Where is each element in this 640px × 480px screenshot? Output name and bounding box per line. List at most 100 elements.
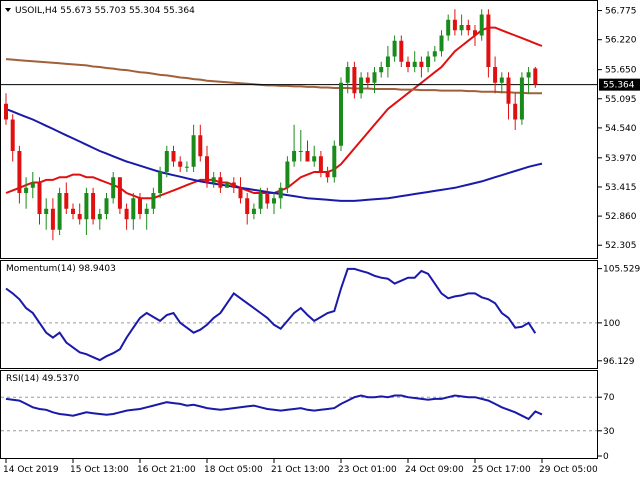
candle-body bbox=[245, 198, 250, 214]
price-tag-label: 55.364 bbox=[603, 81, 635, 91]
candle-body bbox=[493, 67, 498, 83]
candle-body bbox=[372, 72, 377, 83]
candle-body bbox=[205, 156, 209, 183]
candle-body bbox=[406, 61, 410, 67]
candle-body bbox=[198, 135, 203, 157]
candle-body bbox=[211, 177, 216, 183]
candle-body bbox=[325, 172, 330, 178]
rsi-panel-frame bbox=[0, 370, 598, 459]
candle-body bbox=[191, 135, 196, 167]
ma-line-medium-ma bbox=[5, 58, 542, 95]
candle-body bbox=[4, 103, 8, 120]
time-tick-label: 25 Oct 17:00 bbox=[472, 465, 531, 475]
price-axis: 56.775 56.220 55.650 55.095 54.540 53.970 53.4… bbox=[598, 7, 637, 251]
candle-body bbox=[446, 19, 451, 36]
candle-body bbox=[225, 182, 230, 188]
time-tick-label: 24 Oct 09:00 bbox=[405, 465, 464, 475]
rsi-tick-label: 0 bbox=[603, 452, 609, 462]
ma-line-fast-ma bbox=[5, 26, 543, 200]
rsi-tick-label: 30 bbox=[603, 427, 615, 437]
candle-body bbox=[57, 193, 62, 230]
price-tick-label: 52.860 bbox=[605, 212, 637, 222]
candle-body bbox=[265, 193, 270, 204]
candle-body bbox=[339, 82, 343, 146]
price-tick-label: 56.775 bbox=[605, 7, 637, 17]
rsi-tick-label: 70 bbox=[603, 393, 615, 403]
candle-body bbox=[298, 151, 303, 152]
momentum-tick-label: 100 bbox=[603, 319, 620, 329]
candle-body bbox=[158, 172, 163, 193]
candle-body bbox=[379, 67, 384, 73]
candle-body bbox=[499, 77, 504, 83]
candle-body bbox=[305, 151, 310, 162]
candle-body bbox=[97, 214, 102, 220]
price-tick-label: 52.305 bbox=[605, 241, 637, 251]
candle-body bbox=[84, 193, 89, 220]
momentum-header: Momentum(14) 98.9403 bbox=[6, 264, 116, 274]
candle-body bbox=[24, 187, 29, 193]
momentum-panel-frame bbox=[0, 260, 598, 369]
candle-body bbox=[359, 77, 364, 94]
candle-body bbox=[312, 156, 317, 162]
price-tick-label: 54.540 bbox=[605, 124, 637, 134]
candle-body bbox=[144, 208, 149, 214]
current-price-marker: 55.364 bbox=[599, 78, 640, 91]
candle-body bbox=[272, 198, 276, 204]
time-tick-label: 16 Oct 21:00 bbox=[137, 465, 196, 475]
time-tick-label: 14 Oct 2019 bbox=[3, 465, 59, 475]
dropdown-triangle-icon[interactable] bbox=[5, 8, 11, 12]
candle-body bbox=[412, 61, 417, 67]
time-tick-label: 29 Oct 05:00 bbox=[539, 465, 598, 475]
price-tag-box bbox=[599, 78, 640, 91]
candle-body bbox=[44, 208, 49, 214]
candle-body bbox=[473, 30, 477, 36]
candle-body bbox=[452, 19, 457, 31]
candle-body bbox=[111, 177, 116, 199]
price-tick-label: 55.095 bbox=[605, 95, 637, 105]
ma-line-slow-ma bbox=[5, 108, 543, 202]
candle-body bbox=[258, 193, 263, 209]
candle-body bbox=[131, 198, 136, 220]
candle-body bbox=[91, 193, 96, 220]
candle-body bbox=[10, 119, 15, 151]
candle-body bbox=[345, 67, 350, 83]
time-axis: 14 Oct 2019 15 Oct 13:00 16 Oct 21:00 18 Oc… bbox=[3, 459, 598, 475]
candle-body bbox=[278, 187, 283, 199]
candle-body bbox=[352, 67, 357, 94]
candle-body bbox=[138, 198, 142, 214]
candle-body bbox=[251, 208, 256, 214]
price-tick-label: 55.650 bbox=[605, 66, 637, 76]
candle-body bbox=[392, 40, 397, 57]
candle-body bbox=[171, 151, 176, 162]
candle-body bbox=[292, 151, 297, 162]
candle-body bbox=[64, 193, 69, 209]
price-panel-frame bbox=[0, 0, 598, 259]
price-tick-label: 53.415 bbox=[605, 183, 637, 193]
candle-body bbox=[77, 214, 82, 220]
time-tick-label: 15 Oct 13:00 bbox=[70, 465, 129, 475]
candle-body bbox=[432, 51, 437, 57]
candle-body bbox=[332, 145, 337, 178]
candle-body bbox=[30, 182, 35, 188]
candle-body bbox=[50, 208, 55, 230]
candle-body bbox=[526, 72, 531, 78]
rsi-panel: 70 30 0 bbox=[1, 393, 615, 462]
candle-body bbox=[71, 208, 75, 214]
rsi-header: RSI(14) 49.5370 bbox=[6, 374, 79, 384]
candle-body bbox=[184, 166, 189, 168]
candle-body bbox=[17, 151, 22, 193]
candle-body bbox=[533, 68, 538, 85]
candle-body bbox=[124, 208, 129, 220]
candle-body bbox=[117, 177, 122, 209]
candle-body bbox=[486, 14, 491, 67]
time-tick-label: 21 Oct 13:00 bbox=[271, 465, 330, 475]
candle-body bbox=[513, 103, 518, 120]
price-tick-label: 53.970 bbox=[605, 154, 637, 164]
candle-body bbox=[466, 25, 471, 31]
candle-body bbox=[104, 198, 109, 214]
candle-body bbox=[365, 77, 370, 83]
candle-body bbox=[519, 77, 524, 120]
